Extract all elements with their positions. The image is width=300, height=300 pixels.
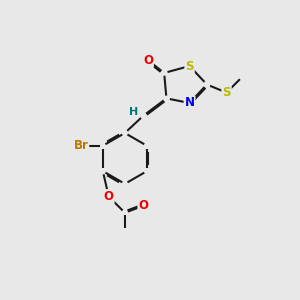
- Text: S: S: [222, 86, 231, 99]
- Text: O: O: [138, 199, 148, 212]
- Text: O: O: [143, 54, 153, 67]
- Text: Br: Br: [74, 139, 88, 152]
- Text: O: O: [104, 190, 114, 203]
- Text: H: H: [129, 106, 138, 116]
- Text: S: S: [185, 59, 194, 73]
- Text: N: N: [184, 97, 195, 110]
